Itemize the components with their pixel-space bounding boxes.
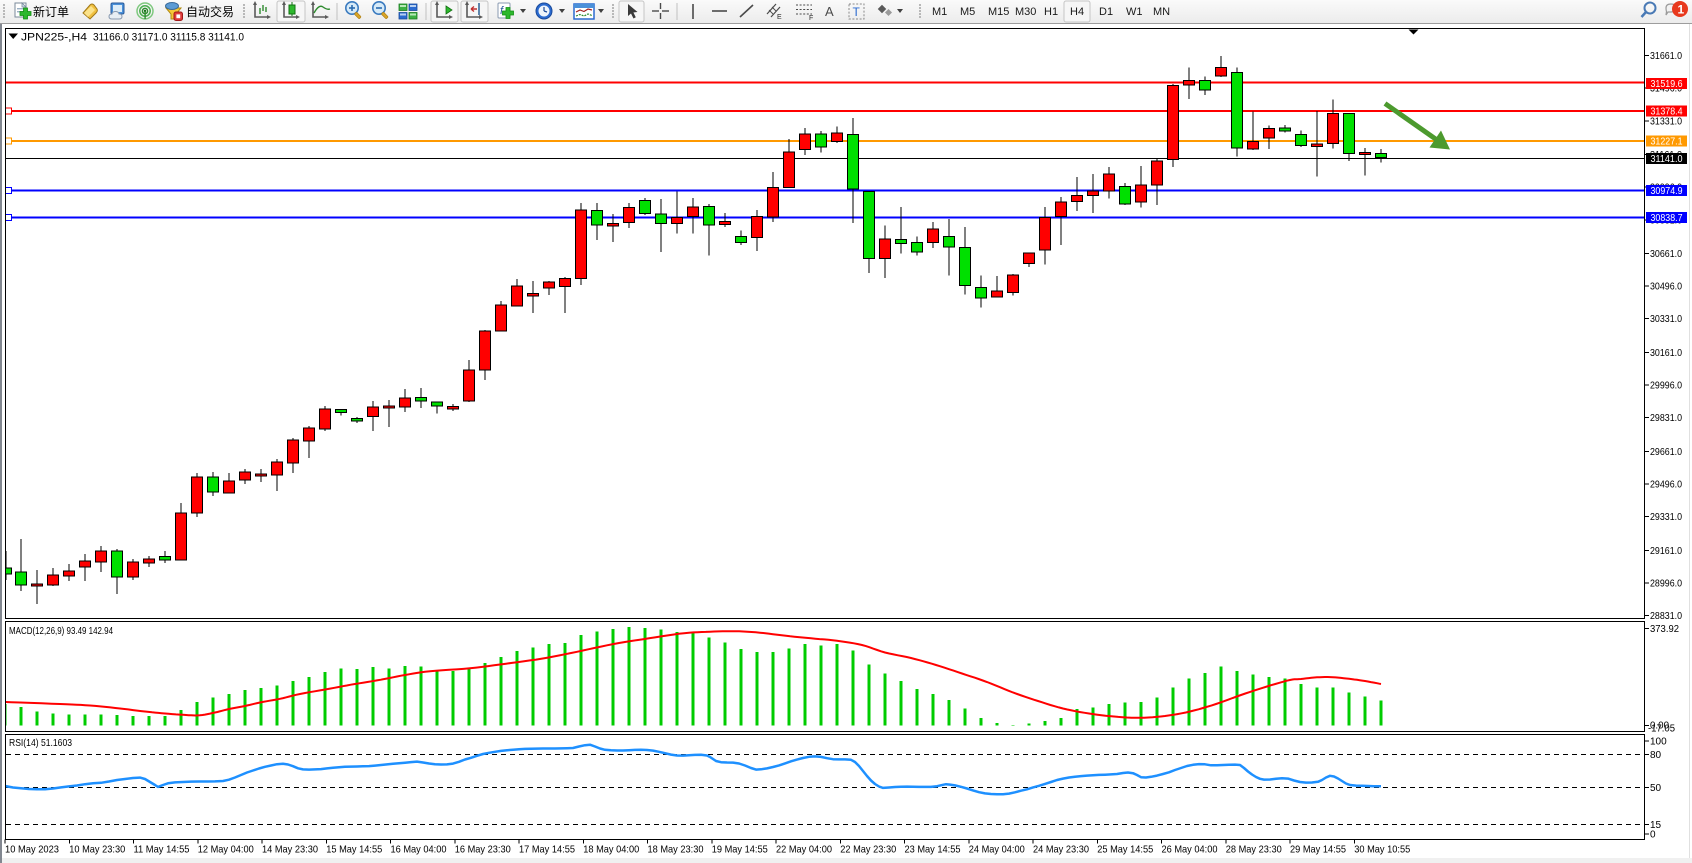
svg-text:18 May 04:00: 18 May 04:00 bbox=[583, 844, 639, 856]
svg-text:29 May 14:55: 29 May 14:55 bbox=[1290, 844, 1346, 856]
svg-text:MACD(12,26,9) 93.49 142.94: MACD(12,26,9) 93.49 142.94 bbox=[9, 625, 113, 637]
svg-text:29331.0: 29331.0 bbox=[1650, 512, 1682, 523]
svg-text:29831.0: 29831.0 bbox=[1650, 413, 1682, 424]
svg-text:50: 50 bbox=[1650, 783, 1662, 794]
svg-text:T: T bbox=[853, 5, 861, 19]
svg-text:16 May 04:00: 16 May 04:00 bbox=[391, 844, 447, 856]
svg-text:M1: M1 bbox=[932, 6, 947, 18]
svg-text:30496.0: 30496.0 bbox=[1650, 282, 1682, 293]
svg-text:31661.0: 31661.0 bbox=[1650, 51, 1682, 62]
svg-text:E: E bbox=[777, 14, 782, 21]
svg-text:31166.0 31171.0 31115.8 31141.: 31166.0 31171.0 31115.8 31141.0 bbox=[93, 32, 244, 44]
svg-text:29996.0: 29996.0 bbox=[1650, 381, 1682, 392]
svg-text:19 May 14:55: 19 May 14:55 bbox=[712, 844, 768, 856]
svg-text:28996.0: 28996.0 bbox=[1650, 578, 1682, 589]
svg-text:15: 15 bbox=[1650, 820, 1662, 831]
svg-text:W1: W1 bbox=[1126, 6, 1143, 18]
svg-text:f: f bbox=[500, 5, 504, 17]
svg-text:17 May 14:55: 17 May 14:55 bbox=[519, 844, 575, 856]
svg-text:26 May 04:00: 26 May 04:00 bbox=[1162, 844, 1218, 856]
svg-text:31227.1: 31227.1 bbox=[1651, 137, 1683, 148]
svg-text:30331.0: 30331.0 bbox=[1650, 314, 1682, 325]
svg-text:24 May 04:00: 24 May 04:00 bbox=[969, 844, 1025, 856]
svg-text:F: F bbox=[809, 15, 813, 22]
svg-text:25 May 14:55: 25 May 14:55 bbox=[1097, 844, 1153, 856]
svg-text:30838.7: 30838.7 bbox=[1651, 213, 1683, 224]
svg-text:29496.0: 29496.0 bbox=[1650, 479, 1682, 490]
svg-text:22 May 04:00: 22 May 04:00 bbox=[776, 844, 832, 856]
svg-text:31378.4: 31378.4 bbox=[1651, 107, 1683, 118]
svg-text:22 May 23:30: 22 May 23:30 bbox=[840, 844, 896, 856]
svg-text:31331.0: 31331.0 bbox=[1650, 116, 1682, 127]
svg-text:10 May 2023: 10 May 2023 bbox=[5, 844, 59, 856]
svg-text:18 May 23:30: 18 May 23:30 bbox=[648, 844, 704, 856]
svg-text:373.92: 373.92 bbox=[1650, 624, 1679, 635]
svg-text:H4: H4 bbox=[1070, 6, 1084, 18]
svg-text:80: 80 bbox=[1650, 750, 1662, 761]
svg-text:M5: M5 bbox=[960, 6, 975, 18]
svg-text:新订单: 新订单 bbox=[33, 4, 69, 19]
svg-text:0.00: 0.00 bbox=[1650, 721, 1669, 732]
svg-text:29661.0: 29661.0 bbox=[1650, 447, 1682, 458]
svg-text:30161.0: 30161.0 bbox=[1650, 348, 1682, 359]
svg-text:31519.6: 31519.6 bbox=[1651, 79, 1683, 90]
svg-text:M15: M15 bbox=[988, 6, 1009, 18]
svg-text:H1: H1 bbox=[1044, 6, 1058, 18]
svg-text:23 May 14:55: 23 May 14:55 bbox=[905, 844, 961, 856]
svg-text:自动交易: 自动交易 bbox=[186, 4, 234, 19]
svg-text:D1: D1 bbox=[1099, 6, 1113, 18]
svg-text:12 May 04:00: 12 May 04:00 bbox=[198, 844, 254, 856]
svg-text:1: 1 bbox=[1678, 3, 1685, 17]
svg-text:11 May 14:55: 11 May 14:55 bbox=[134, 844, 190, 856]
svg-text:31141.0: 31141.0 bbox=[1651, 154, 1683, 165]
svg-text:16 May 23:30: 16 May 23:30 bbox=[455, 844, 511, 856]
svg-text:-17.05: -17.05 bbox=[1648, 724, 1675, 735]
svg-text:0: 0 bbox=[1650, 829, 1656, 840]
svg-text:31496.0: 31496.0 bbox=[1650, 84, 1682, 95]
svg-text:30661.0: 30661.0 bbox=[1650, 249, 1682, 260]
svg-text:15 May 14:55: 15 May 14:55 bbox=[326, 844, 382, 856]
svg-text:M30: M30 bbox=[1015, 6, 1036, 18]
svg-text:14 May 23:30: 14 May 23:30 bbox=[262, 844, 318, 856]
svg-text:JPN225-,H4: JPN225-,H4 bbox=[21, 32, 87, 44]
svg-text:28 May 23:30: 28 May 23:30 bbox=[1226, 844, 1282, 856]
svg-text:24 May 23:30: 24 May 23:30 bbox=[1033, 844, 1089, 856]
svg-text:30974.9: 30974.9 bbox=[1651, 186, 1683, 197]
svg-text:10 May 23:30: 10 May 23:30 bbox=[69, 844, 125, 856]
svg-text:100: 100 bbox=[1650, 737, 1667, 748]
svg-text:29161.0: 29161.0 bbox=[1650, 546, 1682, 557]
svg-text:28831.0: 28831.0 bbox=[1650, 611, 1682, 622]
svg-text:MN: MN bbox=[1153, 6, 1170, 18]
svg-text:RSI(14) 51.1603: RSI(14) 51.1603 bbox=[9, 737, 72, 749]
svg-text:A: A bbox=[825, 4, 834, 19]
svg-text:30 May 10:55: 30 May 10:55 bbox=[1354, 844, 1410, 856]
